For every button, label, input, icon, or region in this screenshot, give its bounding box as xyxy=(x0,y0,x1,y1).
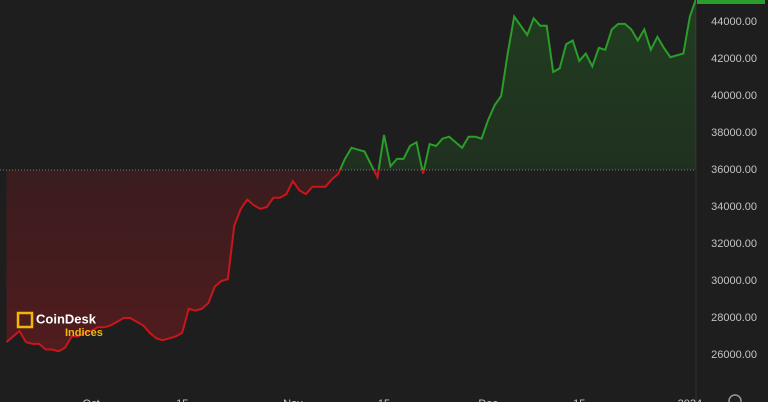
y-tick-label: 28000.00 xyxy=(711,312,757,324)
price-tag xyxy=(697,0,765,4)
line-below xyxy=(5,170,425,353)
y-tick-label: 36000.00 xyxy=(711,164,757,176)
watermark-sub: Indices xyxy=(65,327,103,339)
y-tick-label: 40000.00 xyxy=(711,90,757,102)
settings-icon[interactable] xyxy=(728,394,742,402)
logo-icon xyxy=(16,311,34,329)
x-tick-label: 15 xyxy=(378,398,390,402)
y-tick-label: 42000.00 xyxy=(711,53,757,65)
x-tick-label: 15 xyxy=(573,398,585,402)
watermark: CoinDesk Indices xyxy=(16,311,103,339)
watermark-brand: CoinDesk xyxy=(36,311,97,326)
y-tick-label: 30000.00 xyxy=(711,275,757,287)
y-tick-label: 32000.00 xyxy=(711,238,757,250)
x-tick-label: Nov xyxy=(283,398,303,402)
y-tick-label: 34000.00 xyxy=(711,201,757,213)
x-tick-label: 2024 xyxy=(678,398,702,402)
x-tick-label: Dec xyxy=(478,398,498,402)
x-tick-label: 15 xyxy=(176,398,188,402)
area-below xyxy=(6,170,696,352)
y-tick-label: 44000.00 xyxy=(711,16,757,28)
area-above xyxy=(340,0,696,171)
y-tick-label: 38000.00 xyxy=(711,127,757,139)
line-above xyxy=(338,0,696,171)
y-tick-label: 26000.00 xyxy=(711,349,757,361)
x-tick-label: Oct xyxy=(83,398,100,402)
